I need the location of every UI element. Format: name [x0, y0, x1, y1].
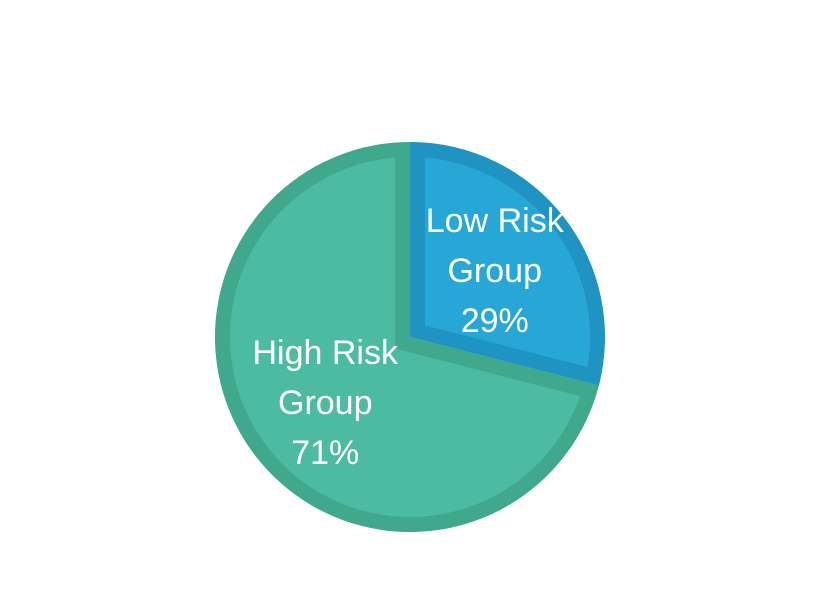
slice-label: Low Risk Group 29%	[410, 196, 580, 346]
category-label: Low Risk Group	[425, 202, 564, 291]
category-label: High Risk Group	[252, 333, 398, 422]
pie-slice	[215, 142, 599, 532]
value-label: 29%	[460, 302, 529, 341]
value-label: 71%	[291, 433, 360, 472]
slice-label: High Risk Group 71%	[240, 328, 410, 478]
pie-slice	[410, 142, 605, 386]
